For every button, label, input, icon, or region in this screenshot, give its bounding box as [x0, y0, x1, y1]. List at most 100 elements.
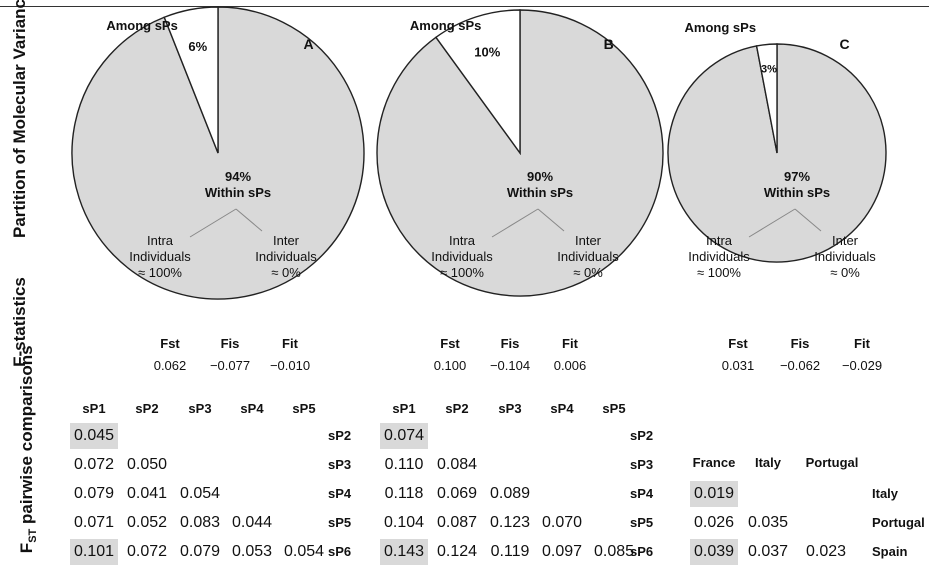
pairwise-cell: 0.084 [436, 456, 478, 473]
pairwise-column-header: Portugal [805, 455, 859, 470]
panel-letter: A [303, 36, 313, 52]
inter-leader-line [235, 208, 263, 232]
inter-individuals-label: Inter Individuals ≈ 0% [255, 233, 317, 280]
fst-suffix: pairwise comparisons [16, 345, 36, 529]
pairwise-cell: 0.074 [380, 423, 428, 449]
pairwise-column-header: sP3 [498, 401, 522, 416]
f-stat-value: 0.006 [553, 358, 587, 373]
f-stat-value: 0.031 [721, 358, 755, 373]
intra-leader-line [748, 208, 796, 238]
amova-row-label: Partition of Molecular Variance (AMOVA) [10, 0, 30, 238]
pie-chart: 6% Among sPs A 94%Within sPs Intra Individual… [71, 6, 365, 300]
f-stat-value: −0.029 [841, 358, 883, 373]
among-slice [434, 9, 521, 156]
pairwise-column-header: France [692, 455, 736, 470]
among-slice-label: Among sPs [106, 18, 178, 33]
among-slice [163, 6, 219, 154]
panel-a: 6% Among sPs A 94% Within sPs Intra Individual… [70, 0, 370, 565]
pairwise-cell: 0.101 [70, 539, 118, 565]
pairwise-cell: 0.053 [231, 543, 273, 560]
f-stat-header: Fis [790, 336, 810, 351]
pairwise-cell: 0.070 [541, 514, 583, 531]
among-percent-label: 10% [474, 44, 500, 59]
pairwise-cell: 0.079 [73, 485, 115, 502]
pairwise-row-label: sP4 [328, 486, 352, 501]
pairwise-row-label: Italy [872, 486, 899, 501]
pairwise-cell: 0.079 [179, 543, 221, 560]
top-rule [0, 6, 929, 7]
f-stat-header: Fit [282, 336, 298, 351]
f-stat-header: Fis [500, 336, 520, 351]
pairwise-row-label: sP3 [328, 457, 352, 472]
f-stat-value: 0.062 [153, 358, 187, 373]
pairwise-cell: 0.104 [383, 514, 425, 531]
fst-pairwise-row-label: FST pairwise comparisons [17, 345, 43, 553]
intra-individuals-label: Intra Individuals ≈ 100% [431, 233, 493, 280]
f-stat-header: Fit [854, 336, 870, 351]
panel-letter: C [840, 36, 850, 52]
pairwise-cell: 0.097 [541, 543, 583, 560]
f-stat-header: Fit [562, 336, 578, 351]
pairwise-cell: 0.041 [126, 485, 168, 502]
pie-chart: 3% Among sPs C 97%Within sPs Intra Individual… [667, 20, 887, 280]
panel-c: 3% Among sPs C 97% Within sPs Intra Individual… [667, 0, 929, 565]
inter-individuals-label: Inter Individuals ≈ 0% [557, 233, 619, 280]
pairwise-row-label: Spain [872, 544, 908, 559]
f-stat-value: −0.062 [779, 358, 821, 373]
pairwise-cell: 0.054 [179, 485, 221, 502]
inter-leader-line [794, 208, 822, 232]
pairwise-cell: 0.072 [73, 456, 115, 473]
pairwise-column-header: sP5 [292, 401, 316, 416]
pairwise-cell: 0.050 [126, 456, 168, 473]
pairwise-column-header: sP4 [550, 401, 574, 416]
within-slice-label: Within sPs [205, 185, 271, 200]
pairwise-row-label: sP4 [630, 486, 654, 501]
pairwise-cell: 0.045 [70, 423, 118, 449]
pairwise-row-label: sP5 [630, 515, 654, 530]
among-slice-label: Among sPs [410, 18, 482, 33]
pairwise-row-label: sP2 [630, 428, 654, 443]
among-percent-label: 6% [188, 39, 207, 54]
pairwise-cell: 0.143 [380, 539, 428, 565]
f-stat-value: 0.100 [433, 358, 467, 373]
pairwise-row-label: Portugal [872, 515, 925, 530]
f-stat-header: Fis [220, 336, 240, 351]
pairwise-cell: 0.072 [126, 543, 168, 560]
pairwise-row-label: sP6 [630, 544, 654, 559]
among-percent-label: 3% [761, 63, 777, 75]
among-slice [755, 43, 778, 154]
inter-leader-line [537, 208, 565, 232]
pairwise-cell: 0.110 [384, 456, 424, 473]
pairwise-cell: 0.089 [489, 485, 531, 502]
pairwise-cell: 0.119 [490, 543, 530, 560]
pairwise-cell: 0.085 [593, 543, 635, 560]
pairwise-cell: 0.123 [489, 514, 531, 531]
within-percent-label: 97% [784, 169, 810, 184]
pairwise-column-header: sP3 [188, 401, 212, 416]
pairwise-cell: 0.052 [126, 514, 168, 531]
pairwise-column-header: sP1 [392, 401, 416, 416]
pairwise-column-header: sP4 [240, 401, 264, 416]
pairwise-column-header: sP2 [445, 401, 469, 416]
f-stat-header: Fst [440, 336, 460, 351]
pairwise-cell: 0.044 [231, 514, 273, 531]
among-slice-label: Among sPs [685, 20, 757, 35]
intra-leader-line [189, 208, 237, 238]
pairwise-cell: 0.037 [747, 543, 789, 560]
pairwise-cell: 0.071 [73, 514, 115, 531]
pairwise-cell: 0.035 [747, 514, 789, 531]
fst-subscript: ST [27, 528, 40, 543]
pairwise-cell: 0.039 [690, 539, 738, 565]
pairwise-row-label: sP3 [630, 457, 654, 472]
pairwise-cell: 0.087 [436, 514, 478, 531]
inter-individuals-label: Inter Individuals ≈ 0% [814, 233, 876, 280]
pairwise-column-header: sP2 [135, 401, 159, 416]
f-stat-value: −0.077 [209, 358, 251, 373]
intra-individuals-label: Intra Individuals ≈ 100% [129, 233, 191, 280]
pairwise-cell: 0.069 [436, 485, 478, 502]
within-percent-label: 90% [527, 169, 553, 184]
panel-b: 10% Among sPs B 90% Within sPs Intra Individua… [376, 0, 680, 565]
pairwise-column-header: Italy [754, 455, 781, 470]
pairwise-column-header: sP1 [82, 401, 106, 416]
f-stat-header: Fst [728, 336, 748, 351]
